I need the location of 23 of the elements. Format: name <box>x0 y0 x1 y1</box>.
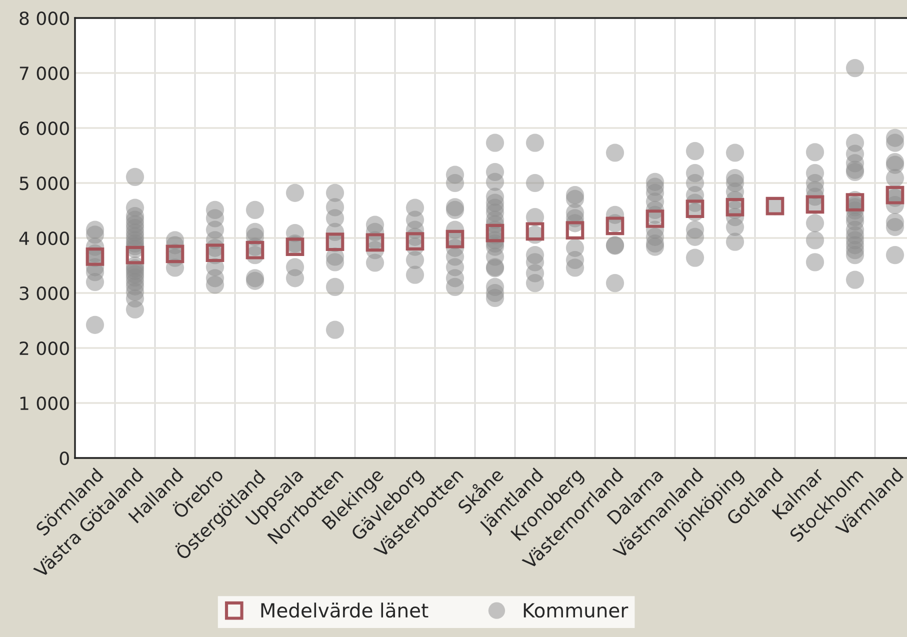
y-tick-label: 0 <box>60 451 69 466</box>
y-tick-label: 1 000 <box>20 396 69 410</box>
y-tick-label: 8 000 <box>20 11 69 26</box>
point <box>246 240 264 260</box>
point <box>646 210 664 228</box>
point <box>686 200 704 218</box>
point <box>406 232 424 250</box>
legend-label: Medelvärde länet <box>261 602 428 618</box>
y-tick-label: 2 000 <box>20 341 69 356</box>
point <box>366 233 384 252</box>
legend-label: Kommuner <box>524 603 628 618</box>
y-tick-label: 7 000 <box>20 66 69 80</box>
y-tick-label: 4 000 <box>19 231 69 246</box>
point <box>486 224 504 242</box>
y-tick-label: 6 000 <box>20 121 69 136</box>
point <box>526 222 544 241</box>
point <box>126 246 144 264</box>
point <box>566 221 584 240</box>
point <box>206 244 224 262</box>
y-tick-label: 3 000 <box>20 286 69 300</box>
point <box>726 198 744 216</box>
y-tick-label: 5 000 <box>20 176 69 190</box>
point <box>606 216 624 236</box>
